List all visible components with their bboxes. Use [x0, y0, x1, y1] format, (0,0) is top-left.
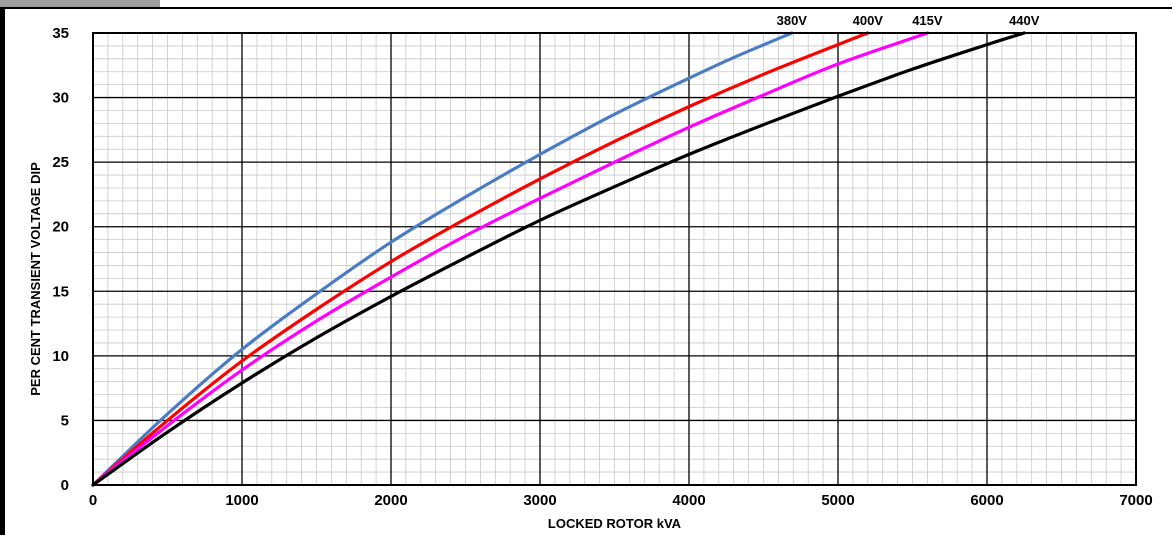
x-tick-labels: 0 1000 2000 3000 4000 5000 6000 7000 [89, 492, 1153, 509]
y-tick-label: 0 [61, 477, 69, 494]
series-line-400v [91, 31, 870, 487]
series-line-440v [91, 31, 1026, 487]
x-tick-label: 3000 [523, 492, 556, 509]
y-tick-label: 15 [52, 283, 69, 300]
series-label-400v: 400V [853, 13, 884, 28]
y-tick-label: 35 [52, 25, 69, 42]
y-tick-label: 10 [52, 348, 69, 365]
x-tick-label: 4000 [672, 492, 705, 509]
x-tick-label: 1000 [225, 492, 258, 509]
series-line-415v [91, 31, 929, 487]
x-tick-label: 0 [89, 492, 97, 509]
series-label-415v: 415V [912, 13, 943, 28]
x-tick-label: 2000 [374, 492, 407, 509]
series-line-380v [91, 31, 794, 487]
y-tick-labels: 0 5 10 15 20 25 30 35 [52, 25, 69, 494]
y-tick-label: 5 [61, 412, 69, 429]
series-label-440v: 440V [1009, 13, 1040, 28]
x-axis-label: LOCKED ROTOR kVA [548, 516, 682, 531]
series-label-380v: 380V [777, 13, 808, 28]
series-labels: 380V 400V 415V 440V [777, 13, 1040, 28]
x-tick-label: 6000 [970, 492, 1003, 509]
x-tick-label: 5000 [821, 492, 854, 509]
series-layer [91, 31, 1026, 487]
left-frame-line [0, 7, 5, 535]
y-axis-label: PER CENT TRANSIENT VOLTAGE DIP [28, 162, 43, 396]
x-tick-label: 7000 [1119, 492, 1152, 509]
y-tick-label: 20 [52, 219, 69, 236]
minor-grid [93, 33, 1136, 485]
y-tick-label: 30 [52, 90, 69, 107]
plot-border [92, 32, 1137, 486]
y-tick-label: 25 [52, 154, 69, 171]
corner-tab [0, 0, 160, 7]
